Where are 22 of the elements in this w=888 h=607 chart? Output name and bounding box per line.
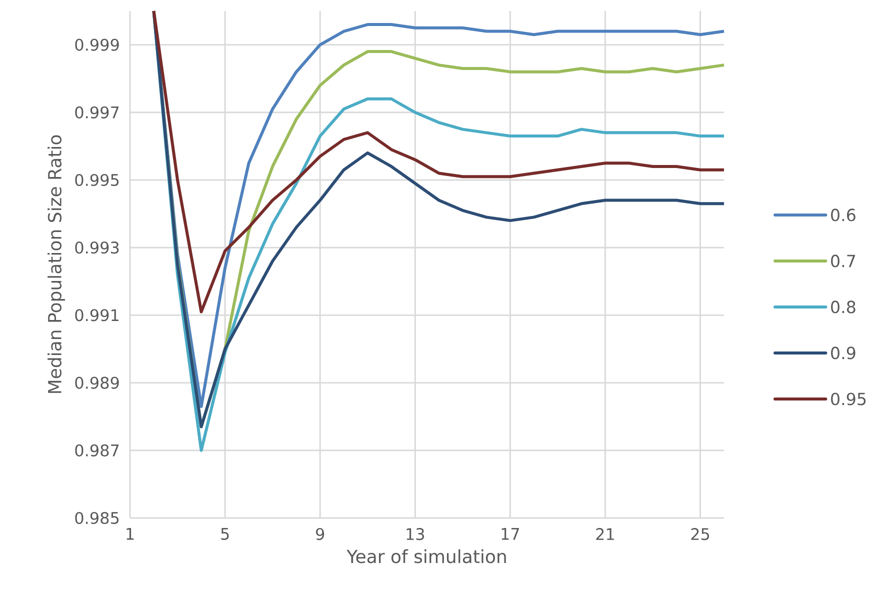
x-tick-label: 13 [406,528,424,540]
x-tick-label: 5 [221,528,229,540]
legend-label: 0.6 [831,208,856,222]
legend-label: 0.9 [831,346,856,360]
legend-label: 0.7 [831,254,856,268]
y-tick-label: 0.991 [75,309,118,322]
x-tick-label: 25 [691,528,710,540]
y-tick-label: 0.999 [75,38,119,51]
y-tick-label: 0.987 [75,444,119,456]
y-axis-title: Median Population Size Ratio [48,135,65,393]
x-tick-label: 21 [596,528,614,540]
y-tick-label: 0.997 [75,106,119,118]
x-tick-label: 1 [126,528,134,540]
y-tick-label: 0.985 [75,512,119,524]
y-tick-label: 0.989 [75,376,119,389]
y-tick-label: 0.995 [75,174,119,186]
y-tick-label: 0.993 [75,242,119,254]
x-tick-label: 9 [316,528,324,540]
x-tick-label: 17 [502,528,519,540]
legend-label: 0.8 [831,300,856,314]
x-axis-title: Year of simulation [346,549,506,564]
legend-label: 0.95 [831,392,866,406]
